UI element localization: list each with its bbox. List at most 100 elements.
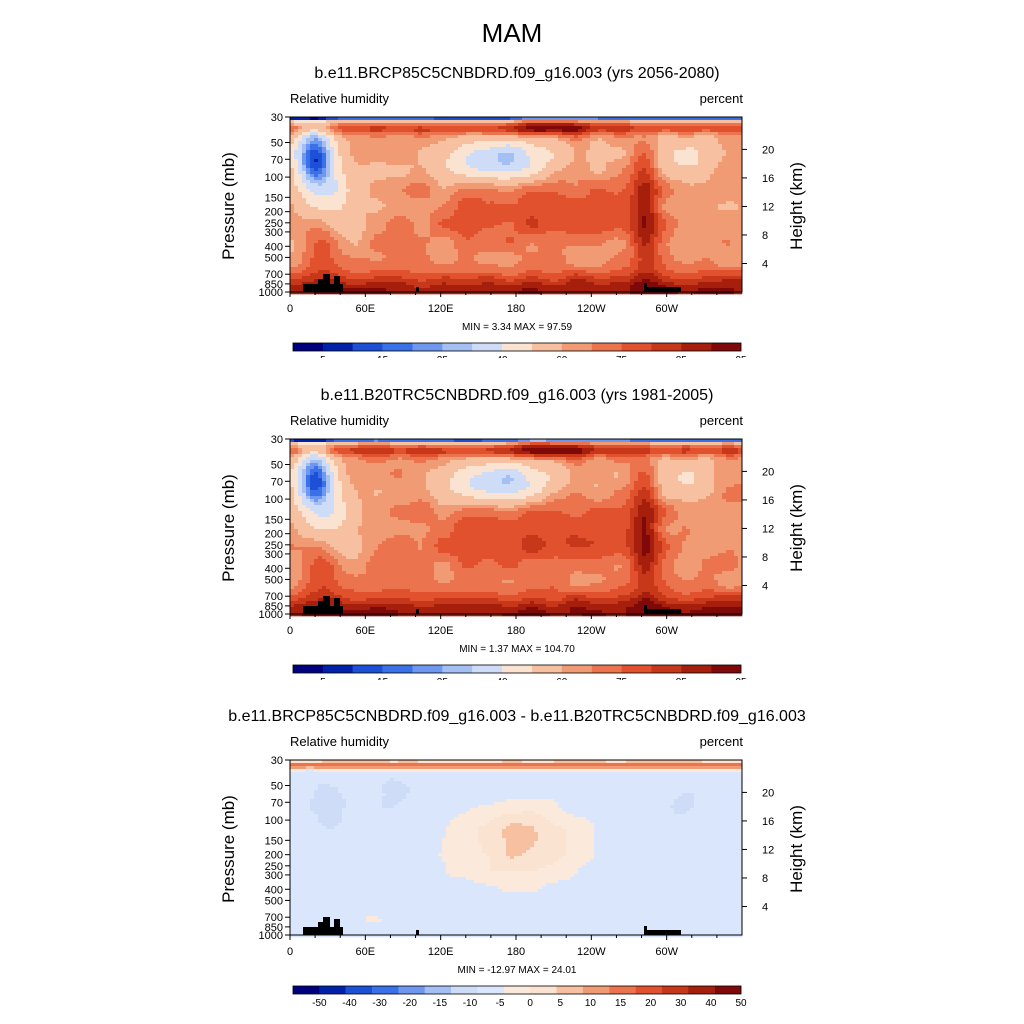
heatmap-cell [406, 246, 411, 250]
heatmap-cell [638, 120, 643, 124]
heatmap-cell [726, 210, 731, 214]
heatmap-cell [666, 180, 671, 184]
heatmap-cell [606, 156, 611, 160]
heatmap-cell [370, 120, 375, 124]
heatmap-cell [598, 186, 603, 190]
heatmap-cell [474, 234, 479, 238]
heatmap-cell [594, 201, 599, 205]
heatmap-cell [338, 240, 343, 244]
heatmap-cell [518, 150, 523, 154]
heatmap-cell [386, 243, 391, 247]
heatmap-cell [626, 237, 631, 241]
heatmap-cell [302, 198, 307, 202]
heatmap-cell [506, 165, 511, 169]
heatmap-cell [666, 231, 671, 235]
heatmap-cell [398, 156, 403, 160]
heatmap-cell [546, 225, 551, 229]
heatmap-cell [414, 147, 419, 151]
heatmap-cell [342, 186, 347, 190]
heatmap-cell [418, 201, 423, 205]
heatmap-cell [478, 174, 483, 178]
heatmap-cell [378, 201, 383, 205]
heatmap-cell [726, 153, 731, 157]
heatmap-cell [538, 216, 543, 220]
heatmap-cell [466, 183, 471, 187]
heatmap-cell [514, 159, 519, 163]
heatmap-cell [466, 186, 471, 190]
heatmap-cell [330, 177, 335, 181]
heatmap-cell [730, 144, 735, 148]
heatmap-cell [702, 156, 707, 160]
heatmap-cell [306, 222, 311, 226]
heatmap-cell [674, 126, 679, 130]
heatmap-cell [502, 117, 507, 121]
heatmap-cell [330, 162, 335, 166]
heatmap-cell [514, 228, 519, 232]
heatmap-cell [538, 231, 543, 235]
heatmap-cell [302, 213, 307, 217]
heatmap-cell [646, 231, 651, 235]
heatmap-cell [686, 135, 691, 139]
heatmap-cell [470, 147, 475, 151]
heatmap-cell [482, 189, 487, 193]
heatmap-cell [586, 156, 591, 160]
heatmap-cell [310, 138, 315, 142]
heatmap-cell [450, 147, 455, 151]
heatmap-cell [666, 153, 671, 157]
heatmap-cell [618, 183, 623, 187]
heatmap-cell [298, 180, 303, 184]
heatmap-cell [430, 201, 435, 205]
heatmap-cell [406, 159, 411, 163]
heatmap-cell [446, 195, 451, 199]
heatmap-cell [454, 201, 459, 205]
heatmap-cell [574, 222, 579, 226]
heatmap-cell [390, 135, 395, 139]
heatmap-cell [666, 207, 671, 211]
heatmap-cell [610, 147, 615, 151]
heatmap-cell [622, 117, 627, 121]
heatmap-cell [330, 216, 335, 220]
heatmap-cell [418, 150, 423, 154]
heatmap-cell [578, 243, 583, 247]
heatmap-cell [582, 165, 587, 169]
heatmap-cell [722, 165, 727, 169]
heatmap-cell [706, 168, 711, 172]
heatmap-cell [722, 159, 727, 163]
heatmap-cell [690, 123, 695, 127]
heatmap-cell [702, 204, 707, 208]
heatmap-cell [502, 195, 507, 199]
heatmap-cell [622, 159, 627, 163]
heatmap-cell [626, 231, 631, 235]
heatmap-cell [338, 135, 343, 139]
heatmap-cell [370, 189, 375, 193]
heatmap-cell [430, 216, 435, 220]
heatmap-cell [734, 180, 739, 184]
heatmap-cell [422, 207, 427, 211]
heatmap-cell [498, 225, 503, 229]
heatmap-cell [358, 189, 363, 193]
heatmap-cell [734, 120, 739, 124]
heatmap-cell [710, 129, 715, 133]
heatmap-cell [606, 195, 611, 199]
heatmap-cell [530, 141, 535, 145]
heatmap-cell [590, 222, 595, 226]
heatmap-cell [578, 162, 583, 166]
heatmap-cell [362, 147, 367, 151]
heatmap-cell [350, 162, 355, 166]
heatmap-cell [678, 165, 683, 169]
heatmap-cell [586, 222, 591, 226]
heatmap-cell [554, 153, 559, 157]
heatmap-cell [306, 246, 311, 250]
heatmap-cell [570, 201, 575, 205]
heatmap-cell [462, 177, 467, 181]
heatmap-cell [446, 171, 451, 175]
heatmap-cell [446, 240, 451, 244]
heatmap-cell [694, 141, 699, 145]
heatmap-cell [582, 171, 587, 175]
heatmap-cell [322, 234, 327, 238]
heatmap-cell [634, 225, 639, 229]
heatmap-cell [322, 222, 327, 226]
heatmap-cell [438, 207, 443, 211]
heatmap-cell [374, 192, 379, 196]
heatmap-cell [498, 201, 503, 205]
